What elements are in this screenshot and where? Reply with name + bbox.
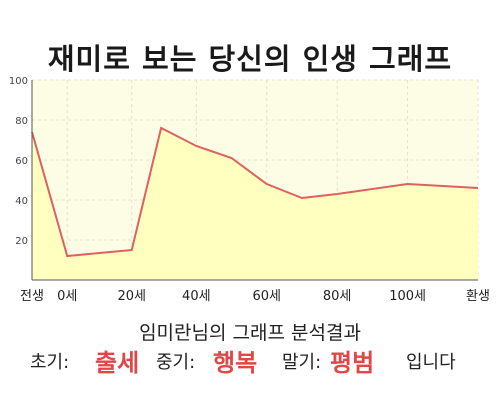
y-tick-label: 80 [15, 116, 28, 127]
y-tick-label: 100 [9, 76, 28, 87]
y-tick-label: 60 [15, 156, 28, 167]
x-tick-label: 40세 [182, 289, 211, 304]
life-line [31, 126, 479, 258]
middle-value: 행복 [213, 349, 258, 377]
stage-summary: 초기: 출세 중기: 행복 말기: 평범 입니다 [0, 348, 500, 380]
x-tick-label: 80세 [323, 289, 352, 304]
early-value: 출세 [95, 349, 140, 377]
y-tick-labels: 20 40 60 80 100 [9, 76, 28, 247]
life-area-fill [32, 128, 478, 280]
x-tick-label: 20세 [118, 289, 147, 304]
closing-text: 입니다 [406, 352, 456, 373]
x-tick-label: 환생 [466, 289, 490, 304]
x-tick-label: 100세 [389, 289, 426, 304]
y-tick-label: 40 [15, 196, 28, 207]
late-label: 말기: [282, 352, 322, 373]
middle-label: 중기: [156, 352, 196, 373]
x-tick-label: 전생 [20, 289, 44, 304]
late-value: 평범 [330, 349, 375, 377]
x-tick-label: 60세 [252, 289, 281, 304]
y-tick-label: 20 [15, 236, 28, 247]
chart-title: 재미로 보는 당신의 인생 그래프 [47, 42, 453, 76]
x-tick-label: 0세 [57, 289, 77, 304]
result-heading: 임미란님의 그래프 분석결과 [139, 322, 361, 344]
early-label: 초기: [30, 352, 70, 373]
x-tick-labels: 전생 0세 20세 40세 60세 80세 100세 환생 [20, 289, 490, 304]
